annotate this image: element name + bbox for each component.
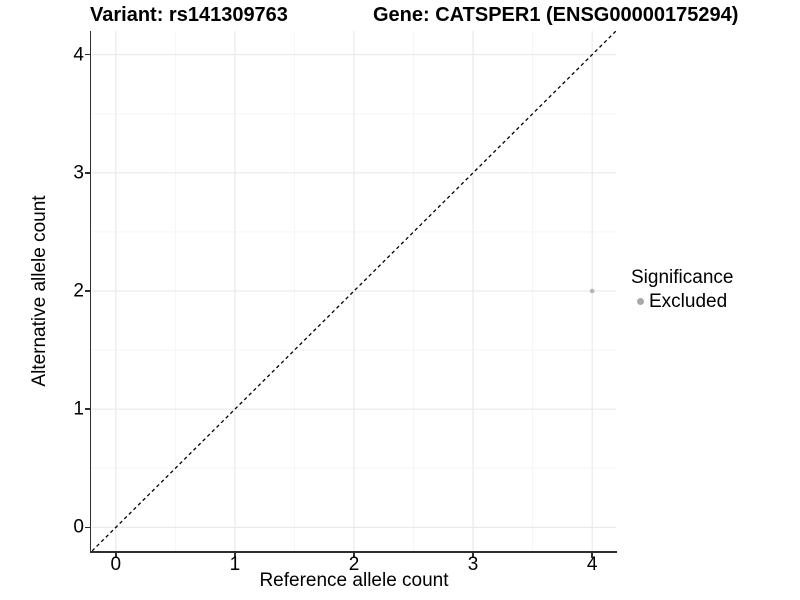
x-tick-label: 3 [467, 554, 479, 575]
y-tick-label: 1 [73, 398, 84, 420]
plot-panel [92, 31, 616, 551]
gene-title: Gene: CATSPER1 (ENSG00000175294) [373, 4, 739, 26]
y-tick-label: 2 [73, 280, 84, 302]
x-tick-mark [591, 552, 593, 558]
variant-title: Variant: rs141309763 [90, 4, 288, 26]
data-point-excluded [589, 288, 595, 294]
x-tick-mark [353, 552, 355, 558]
x-tick-label: 1 [229, 554, 241, 575]
x-tick-mark [472, 552, 474, 558]
y-tick-label: 3 [73, 162, 84, 184]
y-tick-label: 0 [73, 516, 84, 538]
y-tick-mark [84, 290, 90, 292]
x-tick-mark [234, 552, 236, 558]
y-tick-mark [84, 53, 90, 56]
y-axis-line [89, 31, 92, 553]
legend-marker-excluded-icon [637, 298, 644, 305]
x-tick-label: 4 [586, 554, 598, 575]
legend-label-excluded: Excluded [649, 291, 728, 312]
y-axis-title: Alternative allele count [29, 195, 50, 387]
y-tick-mark [84, 526, 90, 529]
x-tick-label: 2 [348, 554, 360, 575]
legend: Significance Excluded [631, 268, 733, 311]
y-tick-mark [84, 408, 90, 410]
x-tick-mark [115, 552, 117, 558]
y-tick-mark [84, 172, 90, 174]
x-axis-line [89, 551, 617, 553]
y-tick-label: 4 [73, 44, 84, 66]
x-tick-label: 0 [110, 554, 122, 575]
legend-item-excluded: Excluded [631, 292, 733, 311]
x-axis-title: Reference allele count [259, 570, 449, 591]
legend-title: Significance [631, 267, 734, 288]
